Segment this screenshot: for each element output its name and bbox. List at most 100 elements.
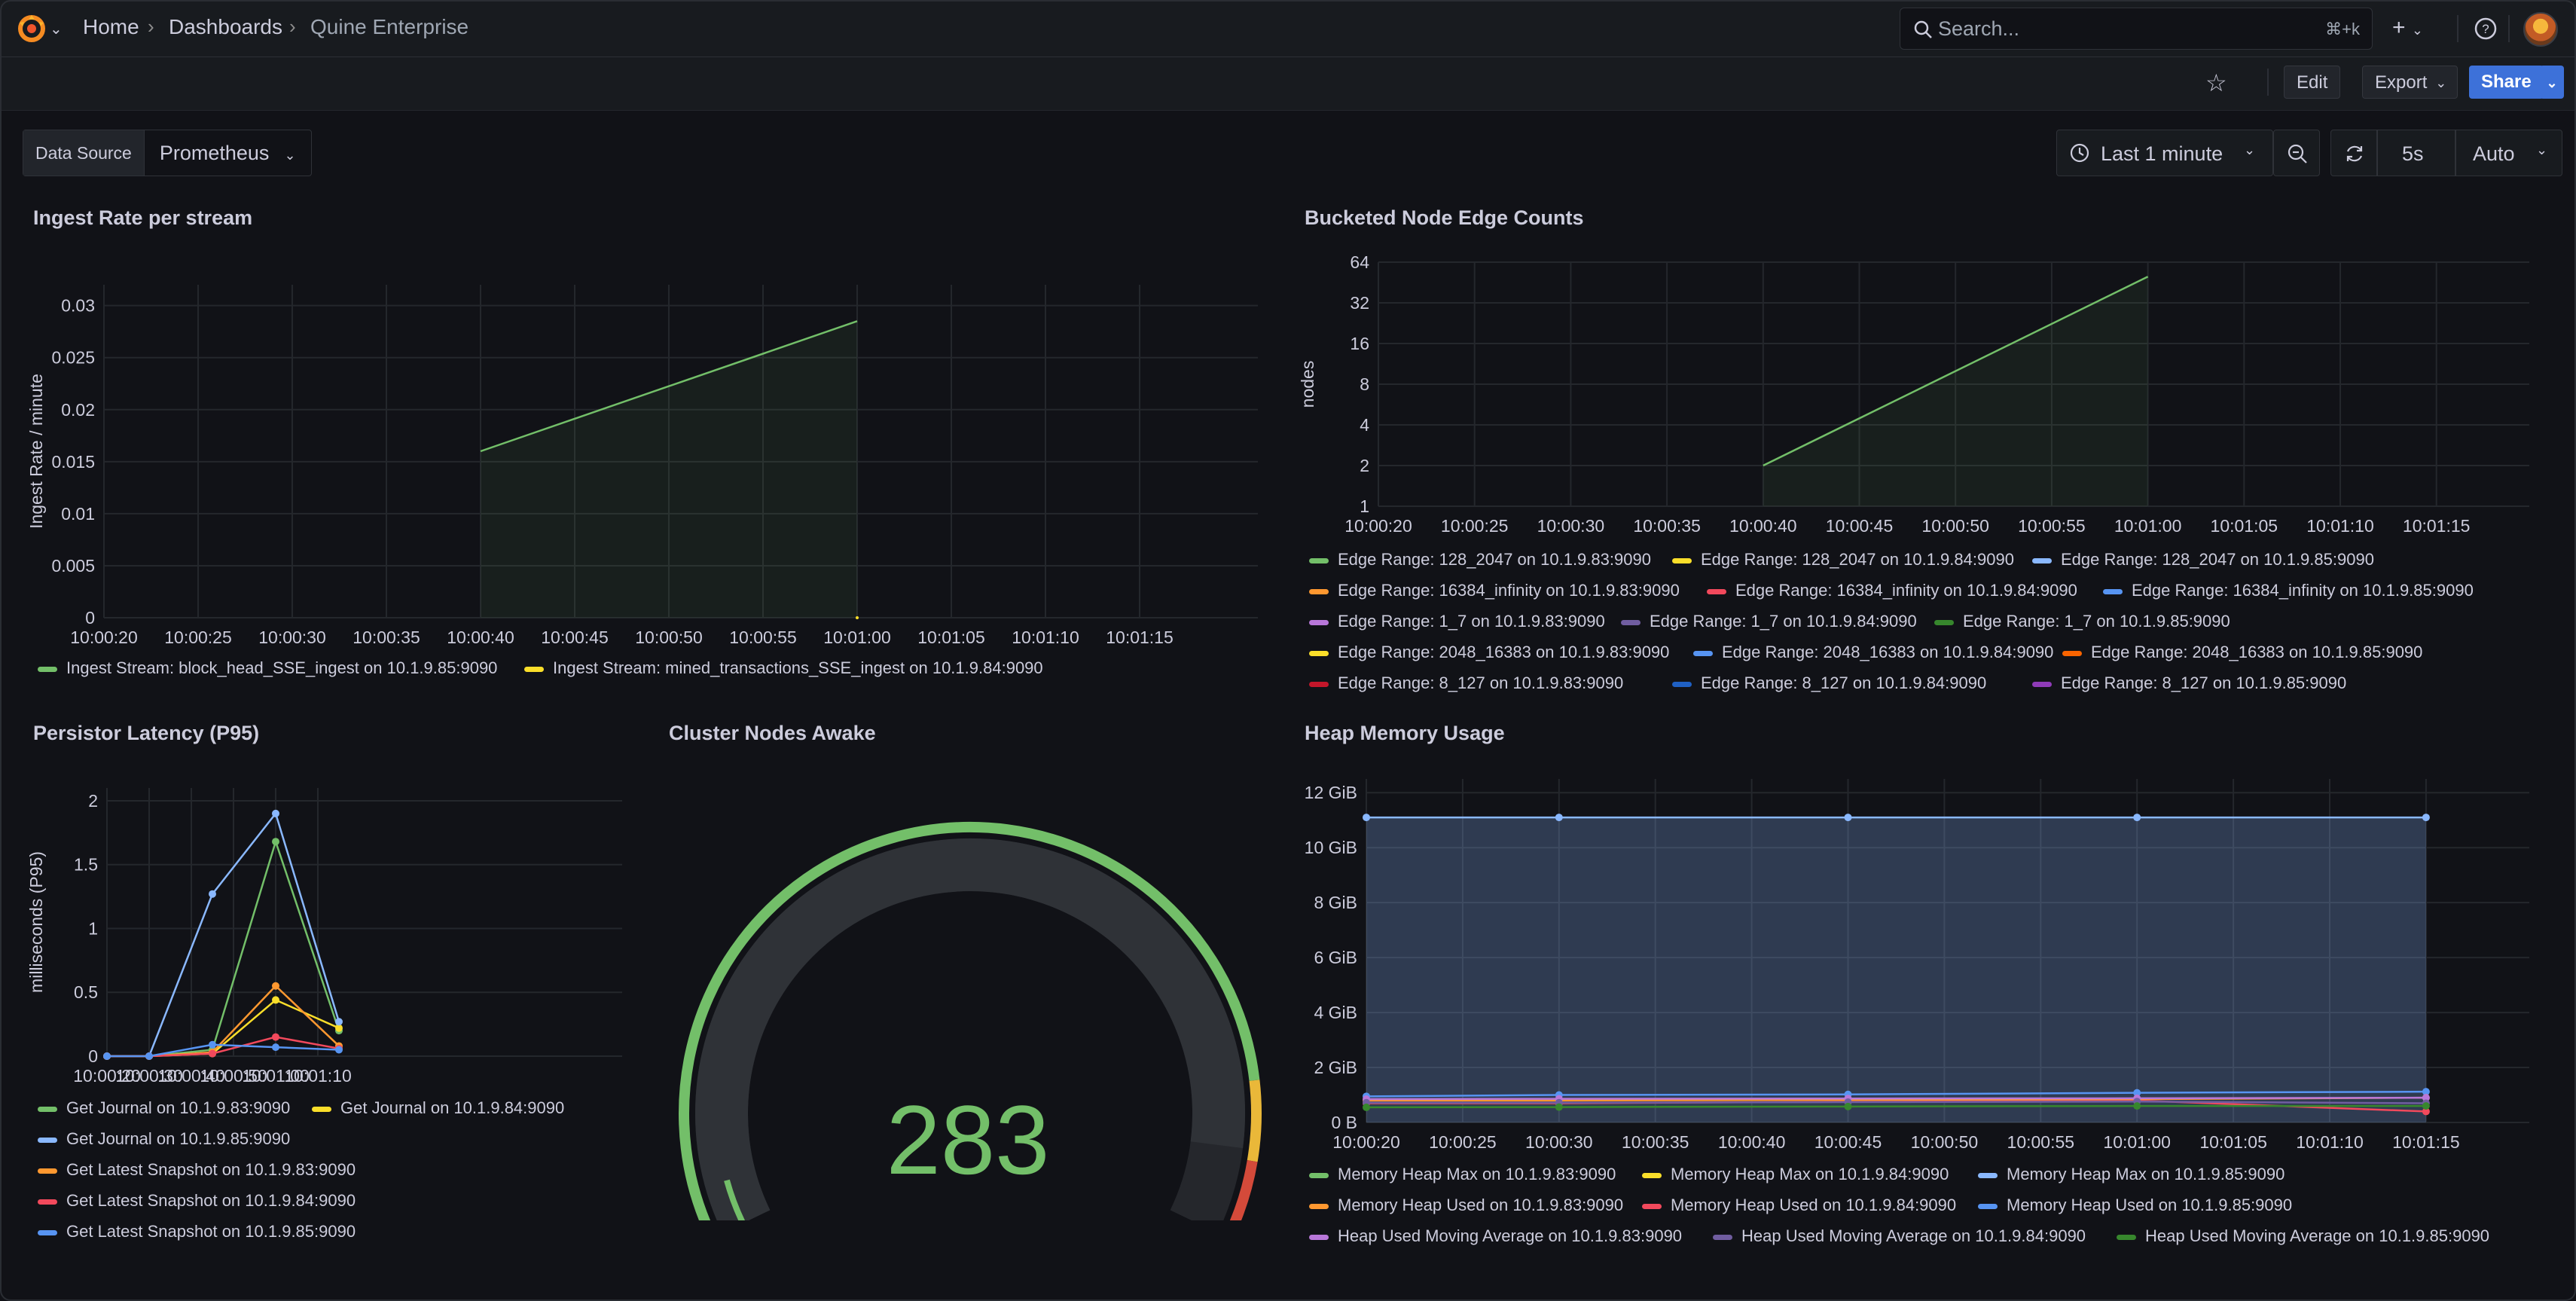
- y-tick-label: 16: [1350, 334, 1369, 353]
- panel-title-persistor[interactable]: Persistor Latency (P95): [33, 722, 260, 744]
- help-icon[interactable]: ?: [2474, 17, 2498, 41]
- legend-item[interactable]: Ingest Stream: mined_transactions_SSE_in…: [524, 658, 1043, 678]
- x-tick-label: 10:00:45: [1814, 1132, 1882, 1152]
- legend-item[interactable]: Heap Used Moving Average on 10.1.9.83:90…: [1309, 1226, 1682, 1246]
- panel-title-ingest[interactable]: Ingest Rate per stream: [33, 206, 253, 229]
- avatar[interactable]: [2523, 12, 2558, 47]
- x-tick-label: 10:01:15: [2392, 1132, 2460, 1152]
- legend-item[interactable]: Get Latest Snapshot on 10.1.9.83:9090: [38, 1160, 356, 1180]
- legend-label: Edge Range: 128_2047 on 10.1.9.83:9090: [1338, 550, 1651, 569]
- legend-item[interactable]: Get Journal on 10.1.9.83:9090: [38, 1098, 290, 1118]
- star-icon[interactable]: ☆: [2205, 69, 2227, 96]
- legend-item[interactable]: Ingest Stream: block_head_SSE_ingest on …: [38, 658, 497, 678]
- legend-label: Memory Heap Max on 10.1.9.84:9090: [1671, 1165, 1949, 1183]
- search-input[interactable]: Search... ⌘+k: [1900, 8, 2373, 50]
- y-tick-label: 0.015: [51, 452, 95, 472]
- heap-memory-chart[interactable]: 0 B 2 GiB 4 GiB 6 GiB 8 GiB 10 GiB 12 GiB 10:00…: [1294, 768, 2552, 1160]
- legend-item[interactable]: Memory Heap Max on 10.1.9.85:9090: [1978, 1165, 2285, 1184]
- legend-swatch: [1978, 1203, 1998, 1209]
- divider: [2457, 15, 2458, 42]
- panel-title-edges[interactable]: Bucketed Node Edge Counts: [1305, 206, 1584, 229]
- legend-item[interactable]: Memory Heap Used on 10.1.9.85:9090: [1978, 1196, 2292, 1215]
- gauge-threshold-green: [679, 822, 1260, 1220]
- legend-item[interactable]: Memory Heap Used on 10.1.9.84:9090: [1642, 1196, 1956, 1215]
- legend-label: Edge Range: 8_127 on 10.1.9.83:9090: [1338, 673, 1624, 692]
- legend-item[interactable]: Edge Range: 8_127 on 10.1.9.85:9090: [2032, 673, 2346, 693]
- legend-item[interactable]: Get Latest Snapshot on 10.1.9.85:9090: [38, 1222, 356, 1241]
- chevron-down-icon: ⌄: [284, 148, 296, 163]
- legend-label: Edge Range: 1_7 on 10.1.9.83:9090: [1338, 612, 1605, 631]
- divider: [2455, 130, 2456, 176]
- legend-item[interactable]: Edge Range: 1_7 on 10.1.9.83:9090: [1309, 612, 1605, 631]
- export-button[interactable]: Export ⌄: [2362, 66, 2458, 99]
- plus-icon[interactable]: + ⌄: [2392, 15, 2423, 40]
- share-dropdown-button[interactable]: ⌄: [2540, 66, 2564, 99]
- legend-item[interactable]: Get Journal on 10.1.9.85:9090: [38, 1129, 290, 1149]
- legend-swatch: [1707, 588, 1726, 594]
- legend-label: Heap Used Moving Average on 10.1.9.84:90…: [1741, 1226, 2086, 1245]
- legend-item[interactable]: Heap Used Moving Average on 10.1.9.85:90…: [2117, 1226, 2489, 1246]
- x-tick-label: 10:00:20: [73, 1066, 141, 1086]
- panel-title-cluster[interactable]: Cluster Nodes Awake: [669, 722, 876, 744]
- legend-item[interactable]: Get Journal on 10.1.9.84:9090: [312, 1098, 564, 1118]
- share-button[interactable]: Share: [2469, 66, 2544, 99]
- y-axis-label: milliseconds (P95): [26, 851, 46, 993]
- x-tick-label: 10:00:20: [1344, 516, 1412, 536]
- x-tick-label: 10:01:00: [2114, 516, 2182, 536]
- legend-item[interactable]: Edge Range: 2048_16383 on 10.1.9.85:9090: [2062, 643, 2422, 662]
- dashboard-toolbar: [0, 57, 2576, 111]
- legend-item[interactable]: Edge Range: 2048_16383 on 10.1.9.84:9090: [1693, 643, 2053, 662]
- legend-item[interactable]: Edge Range: 16384_infinity on 10.1.9.83:…: [1309, 581, 1680, 600]
- x-tick-label: 10:00:35: [353, 628, 420, 647]
- x-tick-label: 10:00:55: [2018, 516, 2086, 536]
- legend-swatch: [2117, 1234, 2136, 1240]
- menu-caret-icon[interactable]: ⌄: [50, 21, 63, 38]
- x-tick-label: 10:01:00: [242, 1066, 310, 1086]
- legend-item[interactable]: Edge Range: 16384_infinity on 10.1.9.84:…: [1707, 581, 2077, 600]
- top-nav-bar: ⌄ Home › Dashboards › Quine Enterprise S…: [0, 0, 2576, 57]
- legend-item[interactable]: Edge Range: 128_2047 on 10.1.9.84:9090: [1672, 550, 2014, 570]
- breadcrumb-home[interactable]: Home: [83, 15, 139, 38]
- legend-label: Edge Range: 128_2047 on 10.1.9.85:9090: [2061, 550, 2374, 569]
- legend-label: Edge Range: 1_7 on 10.1.9.84:9090: [1650, 612, 1917, 631]
- breadcrumb-dashboards[interactable]: Dashboards: [169, 15, 282, 38]
- legend-item[interactable]: Edge Range: 128_2047 on 10.1.9.83:9090: [1309, 550, 1651, 570]
- datasource-select[interactable]: Prometheus ⌄: [145, 130, 311, 176]
- legend-item[interactable]: Heap Used Moving Average on 10.1.9.84:90…: [1713, 1226, 2086, 1246]
- grafana-logo-icon[interactable]: [15, 12, 48, 45]
- refresh-picker[interactable]: 5s Auto ⌄: [2330, 130, 2562, 176]
- persistor-latency-chart[interactable]: 0 0.5 1 1.5 2 10:00:2010:00:3010:00:4010:00:5…: [23, 768, 640, 1107]
- y-tick-label: 2: [88, 791, 98, 811]
- legend-item[interactable]: Edge Range: 1_7 on 10.1.9.84:9090: [1621, 612, 1917, 631]
- legend-item[interactable]: Edge Range: 16384_infinity on 10.1.9.85:…: [2103, 581, 2474, 600]
- breadcrumb-current: Quine Enterprise: [310, 15, 469, 38]
- legend-item[interactable]: Memory Heap Used on 10.1.9.83:9090: [1309, 1196, 1623, 1215]
- datasource-variable[interactable]: Data Source Prometheus ⌄: [23, 130, 312, 176]
- legend-item[interactable]: Get Latest Snapshot on 10.1.9.84:9090: [38, 1191, 356, 1211]
- legend-label: Memory Heap Used on 10.1.9.83:9090: [1338, 1196, 1624, 1214]
- panel-title-heap[interactable]: Heap Memory Usage: [1305, 722, 1505, 744]
- gauge-threshold-red: [1229, 1160, 1258, 1220]
- y-tick-label: 6 GiB: [1314, 948, 1357, 967]
- data-point: [1555, 814, 1563, 822]
- zoom-out-button[interactable]: [2273, 130, 2320, 176]
- x-tick-label: 10:01:10: [284, 1066, 352, 1086]
- legend-item[interactable]: Memory Heap Max on 10.1.9.84:9090: [1642, 1165, 1949, 1184]
- legend-item[interactable]: Edge Range: 2048_16383 on 10.1.9.83:9090: [1309, 643, 1669, 662]
- x-tick-label: 10:00:30: [258, 628, 326, 647]
- series-line: [1763, 276, 2149, 467]
- legend-item[interactable]: Memory Heap Max on 10.1.9.83:9090: [1309, 1165, 1616, 1184]
- legend-item[interactable]: Edge Range: 1_7 on 10.1.9.85:9090: [1934, 612, 2230, 631]
- legend-item[interactable]: Edge Range: 128_2047 on 10.1.9.85:9090: [2032, 550, 2374, 570]
- data-point: [209, 1049, 216, 1058]
- legend-item[interactable]: Edge Range: 8_127 on 10.1.9.84:9090: [1672, 673, 1986, 693]
- y-axis-label: Ingest Rate / minute: [26, 374, 46, 529]
- legend-item[interactable]: Edge Range: 8_127 on 10.1.9.83:9090: [1309, 673, 1623, 693]
- data-point: [335, 1046, 343, 1054]
- ingest-rate-chart[interactable]: 0 0.005 0.01 0.015 0.02 0.025 0.03 10:00:20 10:0…: [23, 249, 1273, 655]
- edge-counts-chart[interactable]: 1 2 4 8 16 32 64 10:00:20 10:00:25 10:00:30 10:00:…: [1294, 249, 2552, 542]
- edit-button[interactable]: Edit: [2284, 66, 2341, 99]
- data-point: [2422, 1094, 2430, 1102]
- time-range-picker[interactable]: Last 1 minute ⌄: [2056, 130, 2273, 176]
- export-label: Export: [2375, 72, 2428, 93]
